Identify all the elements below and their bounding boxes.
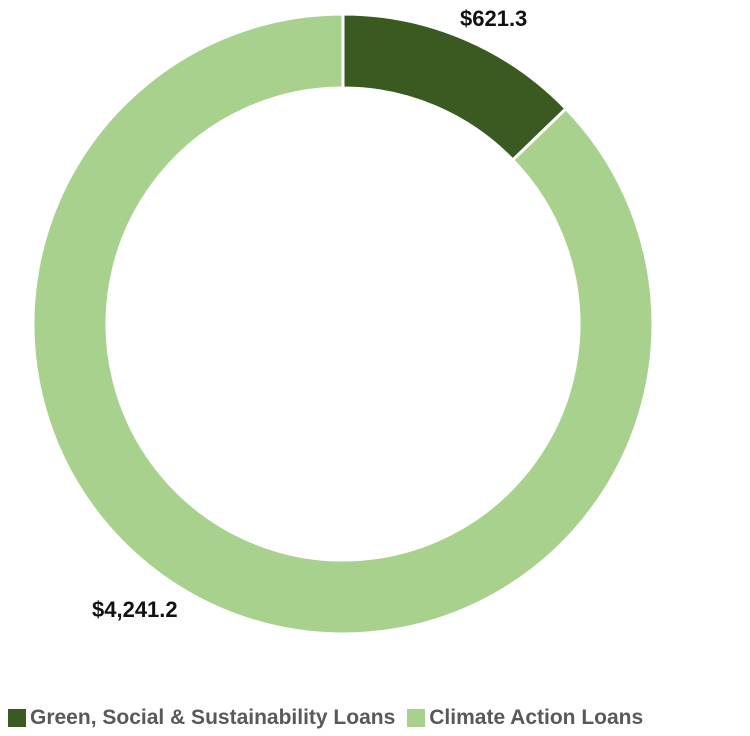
slice-climate-action (31, 12, 655, 636)
legend-item-green-social-sustainability: Green, Social & Sustainability Loans (8, 706, 395, 730)
data-label-green-social-sustainability: $621.3 (460, 6, 528, 31)
slice-green-social-sustainability (341, 12, 569, 163)
legend-label-climate-action: Climate Action Loans (429, 706, 644, 729)
legend-label-green-social-sustainability: Green, Social & Sustainability Loans (30, 706, 396, 729)
legend-item-climate-action: Climate Action Loans (407, 706, 643, 730)
donut-chart (31, 12, 655, 636)
legend-swatch-green-social-sustainability (8, 709, 26, 727)
data-label-climate-action: $4,241.2 (92, 597, 178, 622)
legend-swatch-climate-action (407, 709, 426, 727)
chart-legend: Green, Social & Sustainability Loans Cli… (8, 706, 655, 730)
